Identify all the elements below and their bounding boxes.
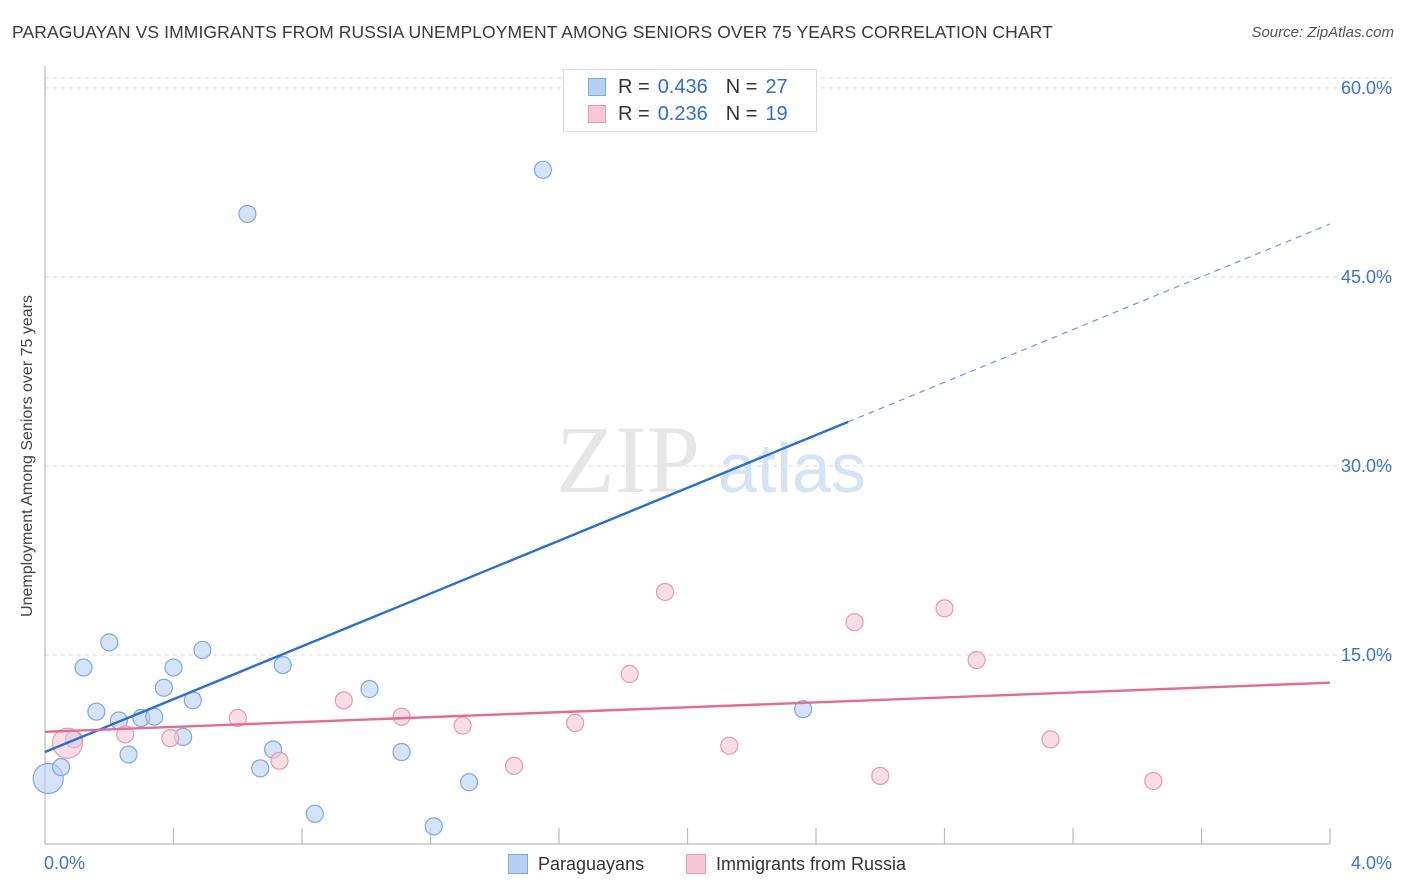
watermark-zip: ZIP xyxy=(556,406,700,513)
paraguayan-point xyxy=(360,679,379,699)
paraguayan-trend-extension xyxy=(847,223,1331,423)
legend-row-russia: R = 0.236 N = 19 xyxy=(588,102,788,126)
legend-n-value: 27 xyxy=(765,75,788,98)
paraguayan-point xyxy=(392,742,411,762)
y-tick-label: 60.0% xyxy=(1341,78,1392,98)
russia-point xyxy=(270,751,289,770)
watermark-atlas: atlas xyxy=(718,429,866,507)
gridlines xyxy=(45,77,1392,656)
russia-point xyxy=(935,599,954,618)
russia-point xyxy=(845,613,864,632)
bottom-legend-swatch-pink xyxy=(686,854,706,874)
x-tick-label: 0.0% xyxy=(44,853,85,873)
watermark: ZIP atlas xyxy=(556,406,866,513)
bottom-legend-label: Paraguayans xyxy=(538,853,645,874)
legend-r-label: R = xyxy=(618,102,650,125)
legend-swatch-pink xyxy=(588,105,606,123)
source-label: Source: ZipAtlas.com xyxy=(1251,24,1394,41)
bottom-legend-swatch-blue xyxy=(508,854,528,874)
paraguayan-point xyxy=(238,204,257,224)
y-tick-label: 45.0% xyxy=(1341,267,1392,287)
russia-point xyxy=(720,736,739,755)
paraguayan-point xyxy=(424,817,443,836)
legend-n-label: N = xyxy=(725,75,758,98)
paraguayan-point xyxy=(251,759,270,778)
y-tick-label: 15.0% xyxy=(1341,645,1392,665)
bottom-legend-label: Immigrants from Russia xyxy=(716,853,907,874)
russia-point xyxy=(967,650,986,670)
legend-n-label: N = xyxy=(725,102,758,125)
legend-r-value: 0.436 xyxy=(657,75,708,98)
paraguayan-point xyxy=(273,655,292,675)
trend-lines xyxy=(44,223,1331,754)
paraguayan-point xyxy=(154,678,173,697)
russia-point xyxy=(620,664,639,683)
russia-point xyxy=(228,708,247,728)
bottom-legend-russia: Immigrants from Russia xyxy=(686,852,906,876)
russia-trend-line xyxy=(44,681,1331,734)
y-tick-label: 30.0% xyxy=(1341,456,1392,476)
chart-title: PARAGUAYAN VS IMMIGRANTS FROM RUSSIA UNE… xyxy=(12,22,1053,42)
paraguayan-point xyxy=(87,702,106,721)
paraguayan-point xyxy=(164,658,183,677)
russia-point xyxy=(453,716,472,735)
russia-point xyxy=(1144,771,1163,791)
paraguayan-trend-line xyxy=(44,420,849,754)
paraguayan-point xyxy=(119,745,138,764)
paraguayan-point xyxy=(459,773,479,792)
russia-point xyxy=(565,713,585,733)
russia-point xyxy=(871,766,890,786)
paraguayan-point xyxy=(533,160,553,179)
paraguayan-point xyxy=(193,640,212,660)
russia-point xyxy=(655,582,675,602)
legend-r-label: R = xyxy=(618,75,650,98)
russia-point xyxy=(392,707,411,726)
legend-swatch-blue xyxy=(588,78,606,96)
legend-r-value: 0.236 xyxy=(657,102,708,125)
paraguayan-point xyxy=(100,633,119,652)
russia-point xyxy=(1041,730,1060,749)
correlation-legend: R = 0.436 N = 27 R = 0.236 N = 19 xyxy=(563,69,817,132)
paraguayan-point xyxy=(74,658,93,677)
russia-point xyxy=(504,756,524,775)
legend-n-value: 19 xyxy=(765,102,788,125)
paraguayan-point xyxy=(794,700,813,719)
paraguayan-point xyxy=(51,758,71,777)
legend-row-paraguayans: R = 0.436 N = 27 xyxy=(588,75,788,99)
tick-labels: 15.0% 30.0% 45.0% 60.0% 0.0% 4.0% xyxy=(44,78,1392,873)
paraguayan-point xyxy=(305,804,324,823)
data-points xyxy=(32,91,1163,836)
russia-point xyxy=(334,691,353,710)
russia-point xyxy=(161,729,180,748)
x-tick-label: 4.0% xyxy=(1351,853,1392,873)
bottom-legend-paraguayans: Paraguayans xyxy=(508,852,644,876)
